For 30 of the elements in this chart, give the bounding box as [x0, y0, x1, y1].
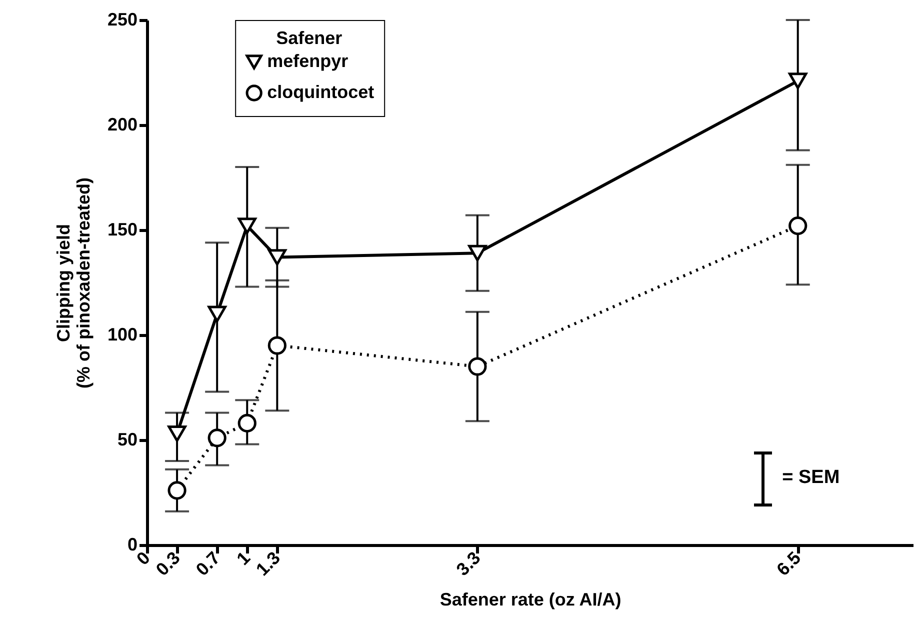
- point: [268, 336, 286, 355]
- y-tick-label: 150: [107, 220, 138, 240]
- legend-label: mefenpyr: [267, 51, 348, 71]
- annotation: = SEM: [782, 466, 840, 488]
- x-axis-title: Safener rate (oz AI/A): [440, 590, 622, 610]
- point: [788, 72, 808, 90]
- x-tick-label: 6.5: [772, 548, 805, 580]
- point: [208, 428, 226, 448]
- x-tick-label: 3.3: [452, 548, 484, 580]
- x-tick-label: 1: [232, 548, 254, 569]
- legend-title: Safener: [276, 28, 342, 48]
- y-axis-title: Clipping yield (% of pinoxaden-treated): [53, 177, 94, 389]
- y-tick-label: 50: [117, 430, 138, 450]
- x-tick-label: 1.3: [252, 548, 284, 580]
- point: [788, 216, 808, 236]
- x-tick-label: 0.7: [192, 548, 224, 580]
- point: [238, 218, 256, 234]
- point: [468, 357, 487, 376]
- y-tick-label: 250: [107, 10, 138, 30]
- point: [268, 249, 286, 266]
- point: [208, 306, 226, 322]
- y-tick-label: 0: [127, 534, 138, 554]
- y-tick-label: 200: [107, 114, 138, 134]
- point: [168, 481, 186, 500]
- y-tick-label: 100: [107, 324, 138, 344]
- point: [238, 414, 256, 432]
- x-tick-label: 0.3: [152, 548, 184, 580]
- legend-label: cloquintocet: [267, 82, 374, 102]
- point: [168, 425, 186, 442]
- point: [468, 244, 487, 262]
